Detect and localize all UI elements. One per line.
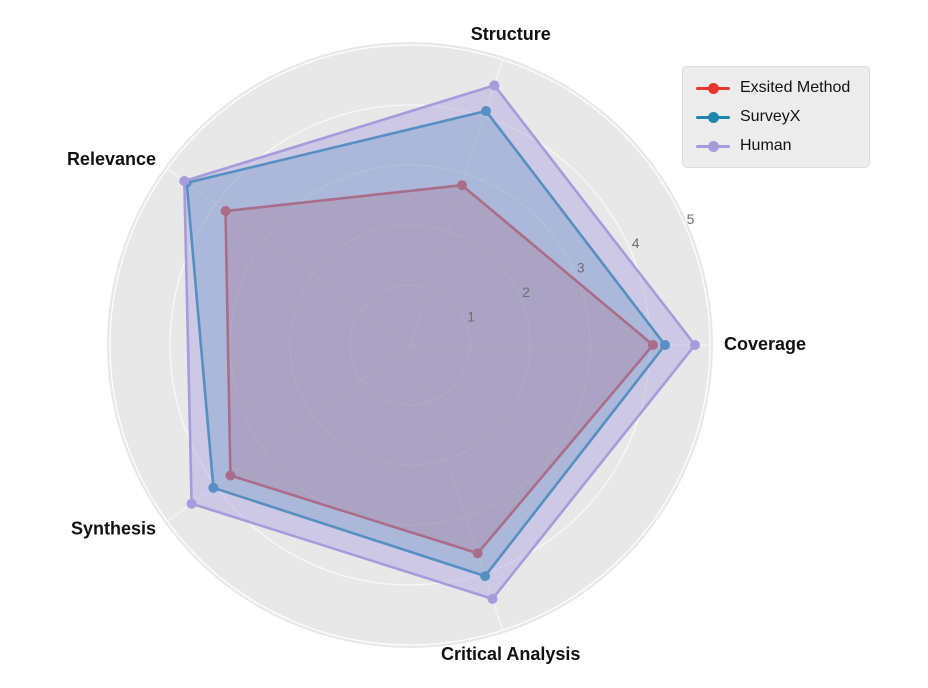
r-tick-label-1: 1 <box>467 308 475 324</box>
data-point-human-synthesis <box>186 498 197 509</box>
r-tick-label-2: 2 <box>522 284 530 300</box>
series-polygon-surveyx <box>185 109 667 578</box>
axis-label-structure: Structure <box>471 24 551 44</box>
data-point-human-structure <box>489 80 500 91</box>
r-tick-label-3: 3 <box>577 260 585 276</box>
legend-label: Exsited Method <box>740 79 851 96</box>
r-tick-label-5: 5 <box>687 211 695 227</box>
data-point-exsited-method-relevance <box>220 205 231 216</box>
axis-label-relevance: Relevance <box>67 149 156 169</box>
data-point-exsited-method-synthesis <box>225 470 236 481</box>
axis-label-synthesis: Synthesis <box>71 518 156 538</box>
legend-label: Human <box>740 137 792 154</box>
data-point-human-relevance <box>179 176 190 187</box>
data-point-exsited-method-coverage <box>648 340 658 350</box>
grid-spoke-synthesis <box>166 344 411 522</box>
legend-dot <box>707 140 719 152</box>
series-polygon-exsited-method <box>224 183 655 555</box>
grid-spoke-relevance <box>166 168 411 346</box>
axis-label-critical-analysis: Critical Analysis <box>441 644 580 664</box>
legend-dot <box>707 111 719 123</box>
legend-dot <box>707 82 719 94</box>
data-point-surveyx-synthesis <box>208 482 219 493</box>
legend-item-surveyx: SurveyX <box>696 105 856 129</box>
data-point-human-coverage <box>690 340 700 350</box>
grid-spoke-critical-analysis <box>409 344 504 631</box>
legend-line-marker-icon <box>696 82 730 94</box>
data-point-surveyx-structure <box>481 106 492 117</box>
data-point-human-critical-analysis <box>487 593 498 604</box>
data-point-exsited-method-structure <box>456 180 467 191</box>
r-tick-label-4: 4 <box>632 235 640 251</box>
legend: Exsited Method SurveyX Human <box>682 66 870 168</box>
legend-line-marker-icon <box>696 140 730 152</box>
series-polygon-human <box>183 84 697 601</box>
legend-item-exsited-method: Exsited Method <box>696 76 856 100</box>
data-point-exsited-method-critical-analysis <box>472 548 483 559</box>
legend-label: SurveyX <box>740 108 801 125</box>
data-point-surveyx-coverage <box>660 340 670 350</box>
data-point-surveyx-critical-analysis <box>480 571 491 582</box>
legend-item-human: Human <box>696 134 856 158</box>
axis-label-coverage: Coverage <box>724 334 806 354</box>
legend-line-marker-icon <box>696 111 730 123</box>
